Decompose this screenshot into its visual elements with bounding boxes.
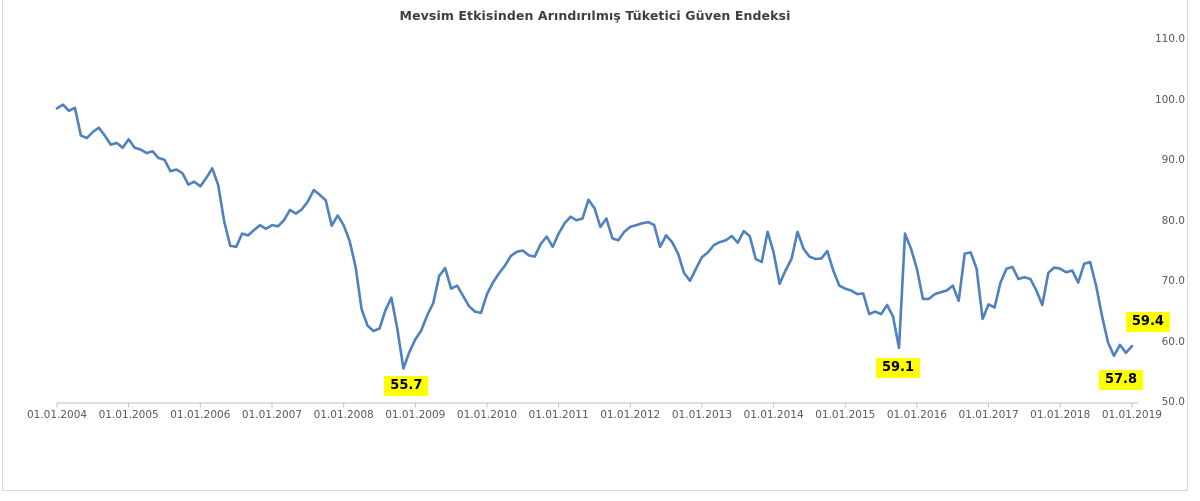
x-axis-label: 01.01.2008	[313, 409, 374, 421]
chart-title: Mevsim Etkisinden Arındırılmış Tüketici …	[399, 8, 791, 23]
x-axis-label: 01.01.2010	[456, 409, 518, 421]
y-axis-label: 50.0	[1161, 396, 1185, 408]
x-axis-label: 01.01.2013	[671, 409, 732, 421]
x-axis-label: 01.01.2015	[815, 409, 876, 421]
y-axis-label: 70.0	[1161, 275, 1185, 287]
x-axis-label: 01.01.2007	[241, 409, 303, 421]
x-axis-label: 01.01.2009	[385, 409, 446, 421]
data-label: 57.8	[1098, 369, 1144, 390]
y-axis-label: 60.0	[1161, 335, 1185, 348]
y-axis-label: 80.0	[1161, 214, 1185, 227]
y-axis-label: 100.0	[1154, 93, 1185, 106]
x-axis	[56, 402, 1138, 408]
chart-frame	[2, 0, 1188, 491]
x-axis-label: 01.01.2012	[600, 409, 661, 421]
x-axis-label: 01.01.2006	[170, 409, 231, 421]
x-axis-label: 01.01.2014	[743, 409, 804, 421]
x-axis-label: 01.01.2019	[1101, 409, 1162, 421]
x-axis-label: 01.01.2004	[26, 409, 88, 421]
x-axis-label: 01.01.2016	[886, 409, 947, 421]
x-axis-label: 01.01.2005	[98, 409, 159, 421]
data-label: 59.1	[875, 357, 921, 378]
x-axis-label: 01.01.2018	[1030, 409, 1091, 421]
data-label: 59.4	[1125, 312, 1170, 333]
data-label: 55.7	[384, 375, 429, 396]
y-axis-label: 90.0	[1161, 154, 1185, 166]
x-axis-label: 01.01.2017	[958, 409, 1019, 421]
x-axis-label: 01.01.2011	[528, 409, 589, 421]
series-line	[55, 103, 1134, 370]
y-axis-label: 110.0	[1154, 33, 1185, 45]
